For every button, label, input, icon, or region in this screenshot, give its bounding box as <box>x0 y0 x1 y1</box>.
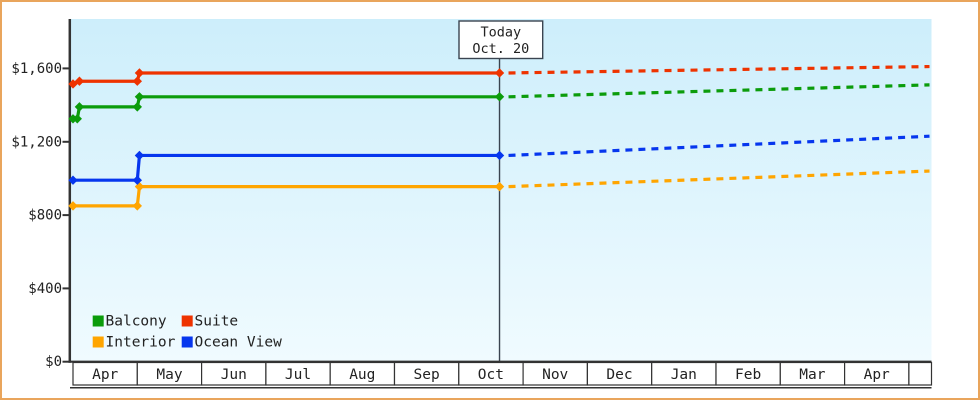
legend-label-balcony: Balcony <box>106 314 167 330</box>
y-tick-label: $0 <box>45 354 62 370</box>
month-label: Nov <box>542 367 568 383</box>
data-point-suite <box>134 68 145 78</box>
data-point-suite <box>74 76 85 86</box>
legend-swatch-ocean-view <box>181 336 193 348</box>
data-point-balcony <box>72 114 82 124</box>
forecast-line-balcony <box>508 83 930 99</box>
legend-label-suite: Suite <box>195 314 239 330</box>
today-box-date: Oct. 20 <box>472 41 529 57</box>
data-point-ocean-view <box>68 175 78 185</box>
today-box <box>458 20 544 60</box>
month-label: Mar <box>799 367 825 383</box>
month-label: May <box>156 367 182 383</box>
data-point-interior <box>494 181 505 192</box>
month-label: Jun <box>221 367 247 383</box>
month-label: Aug <box>349 367 375 383</box>
month-label: Oct <box>478 367 504 383</box>
data-point-suite <box>494 68 505 78</box>
data-point-balcony <box>494 92 505 102</box>
legend-label-ocean-view: Ocean View <box>195 335 283 351</box>
series-line-ocean-view <box>73 153 500 182</box>
data-point-ocean-view <box>134 150 145 161</box>
legend: Balcony Suite Interior Ocean View <box>92 314 283 351</box>
data-point-balcony <box>132 102 142 112</box>
month-label: Apr <box>92 367 118 383</box>
month-label: Sep <box>413 367 439 383</box>
y-tick-label: $400 <box>28 281 62 297</box>
legend-swatch-suite <box>181 315 193 327</box>
y-tick-label: $1,600 <box>11 61 62 77</box>
data-point-balcony <box>134 92 145 102</box>
month-cell-partial <box>908 361 933 386</box>
data-point-ocean-view <box>494 150 505 161</box>
series-layer <box>68 64 930 211</box>
data-point-ocean-view <box>132 175 142 185</box>
legend-label-interior: Interior <box>106 335 176 351</box>
forecast-line-interior <box>508 169 930 189</box>
today-box-title: Today <box>480 25 521 41</box>
month-label: Jan <box>671 367 697 383</box>
y-tick-label: $800 <box>28 208 62 224</box>
data-point-suite <box>132 76 142 86</box>
month-label: Jul <box>285 367 311 383</box>
today-annotation: Today Oct. 20 <box>458 20 544 60</box>
month-label: Dec <box>606 367 632 383</box>
y-tick-label: $1,200 <box>11 134 62 150</box>
y-axis-ticks <box>62 67 70 363</box>
legend-swatch-interior <box>92 336 104 348</box>
month-label: Feb <box>735 367 761 383</box>
month-label: Apr <box>864 367 890 383</box>
data-point-interior <box>68 201 78 211</box>
forecast-line-suite <box>508 64 930 75</box>
data-point-interior <box>132 201 142 211</box>
plot-area <box>71 19 932 362</box>
series-line-interior <box>73 185 500 208</box>
forecast-line-ocean-view <box>508 134 930 158</box>
legend-swatch-balcony <box>92 315 104 327</box>
data-point-balcony <box>74 102 85 112</box>
